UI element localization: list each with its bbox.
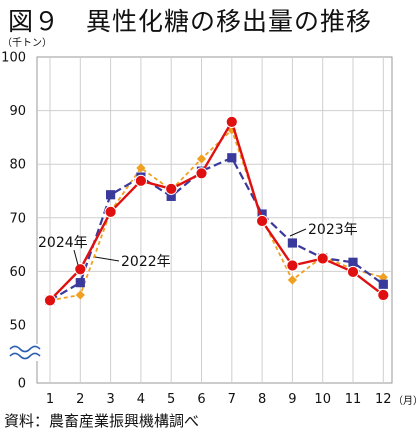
- chart-title: 図９ 異性化糖の移出量の推移: [8, 7, 373, 36]
- data-point-2023-5: [166, 191, 176, 201]
- data-point-2024-2: [74, 263, 87, 276]
- series-layer: [43, 115, 390, 307]
- x-tick-label-3: 3: [106, 392, 114, 407]
- axis-break-wave-upper: [9, 345, 41, 353]
- data-point-2023-7: [227, 153, 237, 163]
- data-point-2022-6: [196, 154, 207, 164]
- axis-break-wave-lower: [9, 352, 41, 360]
- y-tick-label-0: 0: [18, 377, 26, 392]
- data-point-2024-6: [195, 167, 208, 180]
- x-tick-label-7: 7: [228, 392, 236, 407]
- y-tick-label-80: 80: [9, 158, 26, 173]
- data-point-2024-8: [256, 214, 269, 228]
- data-point-2022-9: [287, 275, 297, 285]
- x-tick-label-6: 6: [197, 392, 205, 407]
- data-point-2023-8: [257, 209, 267, 219]
- axis-break-gap: [8, 344, 44, 361]
- data-point-2024-3: [104, 205, 117, 219]
- y-tick-label-70: 70: [9, 211, 26, 226]
- x-tick-label-4: 4: [137, 392, 145, 407]
- y-tick-label-100: 100: [1, 51, 26, 66]
- x-tick-label-12: 12: [375, 392, 392, 407]
- series-label-2023: 2023年: [308, 222, 358, 238]
- data-point-2024-4: [134, 174, 147, 187]
- leader-line-2023: [289, 228, 307, 237]
- data-point-2023-12: [378, 279, 388, 289]
- y-unit-label: （千トン）: [2, 37, 52, 49]
- data-point-2024-5: [165, 182, 178, 195]
- data-point-2022-4: [136, 163, 146, 173]
- x-tick-label-5: 5: [167, 392, 175, 407]
- grid-lines: [37, 57, 392, 383]
- data-point-2024-1: [43, 294, 57, 307]
- leader-line-2022: [94, 256, 120, 262]
- x-tick-label-1: 1: [46, 392, 54, 407]
- leader-line-2024: [73, 249, 79, 266]
- y-tick-label-90: 90: [9, 104, 26, 119]
- series-line-2022: [49, 128, 384, 302]
- series-label-2022: 2022年: [121, 254, 171, 270]
- x-tick-label-9: 9: [288, 392, 296, 407]
- x-tick-label-11: 11: [345, 392, 362, 407]
- x-tick-label-2: 2: [76, 392, 84, 407]
- plot-frame: [36, 56, 393, 384]
- data-point-2023-2: [75, 278, 85, 288]
- data-point-2023-9: [287, 238, 297, 248]
- y-tick-label-50: 50: [9, 319, 26, 334]
- data-point-2022-2: [75, 290, 85, 300]
- series-label-2024: 2024年: [38, 235, 88, 251]
- x-tick-label-10: 10: [314, 392, 331, 407]
- data-point-2024-9: [286, 259, 299, 272]
- data-point-2024-10: [316, 252, 329, 265]
- data-point-2024-11: [346, 265, 360, 279]
- x-tick-label-8: 8: [258, 392, 266, 407]
- data-point-2024-12: [377, 288, 390, 302]
- source-note: 資料：農畜産業振興機構調べ: [4, 412, 200, 430]
- x-unit-label: （月）: [393, 395, 420, 407]
- data-point-2022-12: [378, 272, 388, 282]
- data-point-2023-11: [348, 257, 358, 267]
- data-point-2023-3: [106, 190, 116, 200]
- data-point-2024-7: [225, 115, 238, 128]
- y-tick-label-60: 60: [9, 265, 26, 280]
- axis-break-mark: [8, 344, 44, 361]
